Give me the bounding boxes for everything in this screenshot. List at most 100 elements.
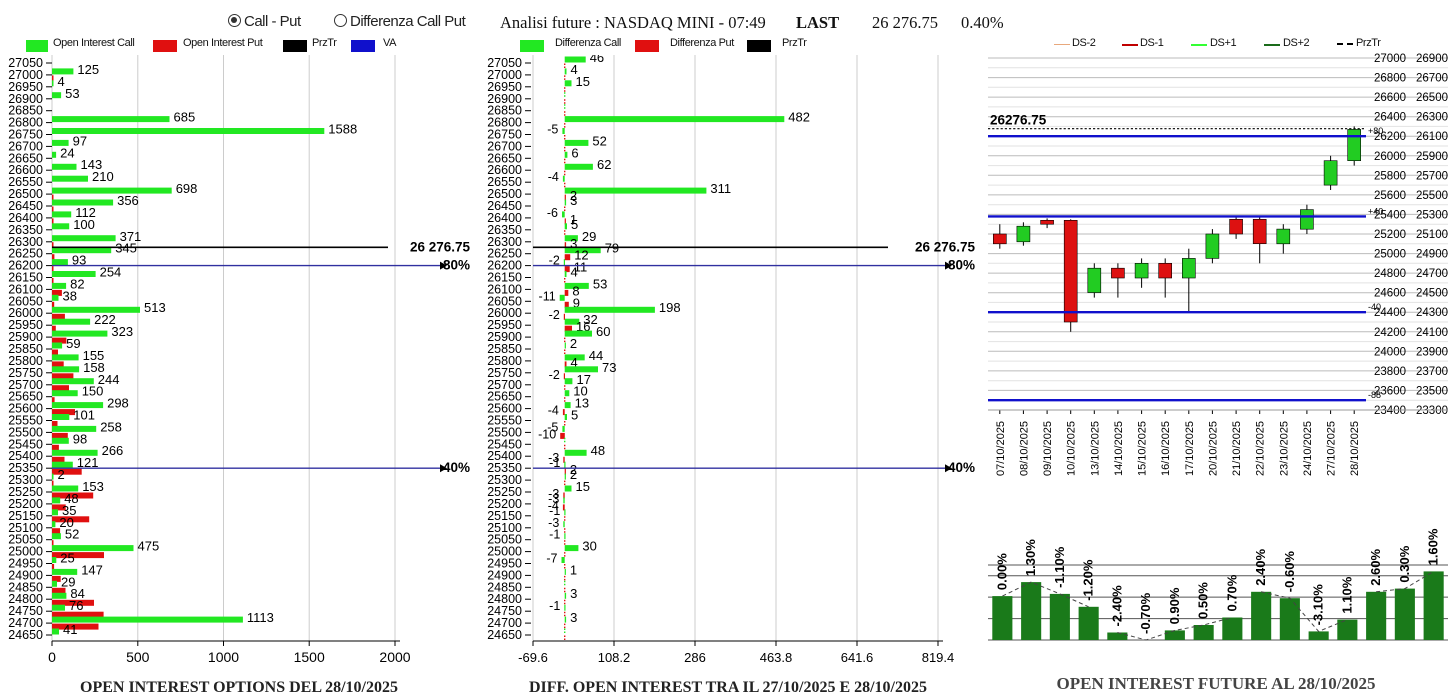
svg-text:1500: 1500 (294, 649, 325, 665)
svg-text:80%: 80% (948, 258, 975, 273)
svg-text:38: 38 (63, 288, 77, 303)
svg-text:40%: 40% (948, 460, 975, 475)
svg-text:258: 258 (100, 419, 122, 434)
svg-text:98: 98 (73, 431, 87, 446)
svg-text:80%: 80% (443, 258, 470, 273)
svg-text:345: 345 (115, 241, 137, 256)
svg-text:23400: 23400 (1374, 405, 1406, 417)
svg-text:26 276.75: 26 276.75 (410, 239, 471, 254)
svg-text:26600: 26600 (1374, 92, 1406, 104)
svg-text:79: 79 (605, 241, 619, 256)
svg-text:356: 356 (117, 193, 139, 208)
svg-text:46: 46 (590, 55, 604, 65)
svg-text:10/10/2025: 10/10/2025 (1066, 421, 1078, 476)
svg-text:52: 52 (65, 527, 79, 542)
svg-text:25500: 25500 (1416, 190, 1448, 202)
svg-text:-0.60%: -0.60% (1282, 551, 1297, 593)
svg-text:25900: 25900 (1416, 151, 1448, 163)
svg-text:286: 286 (684, 650, 706, 665)
svg-text:25000: 25000 (1374, 249, 1406, 261)
svg-text:0.50%: 0.50% (1196, 582, 1211, 619)
svg-text:25: 25 (60, 551, 74, 566)
svg-text:97: 97 (73, 133, 87, 148)
svg-text:198: 198 (659, 300, 681, 315)
svg-text:5: 5 (571, 408, 578, 423)
svg-text:-0.70%: -0.70% (1138, 592, 1153, 634)
svg-text:25700: 25700 (1416, 170, 1448, 182)
svg-text:150: 150 (82, 384, 104, 399)
svg-text:500: 500 (126, 649, 150, 665)
svg-text:6: 6 (571, 145, 578, 160)
svg-text:-11: -11 (539, 289, 556, 303)
svg-text:-3.10%: -3.10% (1311, 584, 1326, 626)
svg-text:15: 15 (576, 479, 590, 494)
svg-text:26300: 26300 (1416, 112, 1448, 124)
svg-text:0.70%: 0.70% (1224, 574, 1239, 611)
svg-text:-7: -7 (546, 552, 557, 566)
svg-text:26100: 26100 (1416, 131, 1448, 143)
svg-text:1.30%: 1.30% (1023, 539, 1038, 576)
svg-text:09/10/2025: 09/10/2025 (1042, 421, 1054, 476)
svg-text:15: 15 (576, 74, 590, 89)
svg-text:24300: 24300 (1416, 307, 1448, 319)
svg-text:475: 475 (138, 539, 160, 554)
svg-text:-10: -10 (538, 427, 556, 441)
svg-text:254: 254 (100, 265, 122, 280)
svg-text:210: 210 (92, 169, 114, 184)
svg-text:1000: 1000 (208, 649, 239, 665)
svg-text:298: 298 (107, 396, 129, 411)
svg-text:2.40%: 2.40% (1253, 548, 1268, 585)
svg-text:513: 513 (144, 300, 166, 315)
svg-text:24500: 24500 (1416, 288, 1448, 300)
svg-text:23700: 23700 (1416, 366, 1448, 378)
svg-text:16/10/2025: 16/10/2025 (1160, 421, 1172, 476)
svg-text:08/10/2025: 08/10/2025 (1018, 421, 1030, 476)
svg-text:24000: 24000 (1374, 346, 1406, 358)
svg-text:4: 4 (571, 265, 578, 280)
svg-text:-4: -4 (548, 404, 559, 418)
svg-text:0.90%: 0.90% (1167, 587, 1182, 624)
svg-text:23900: 23900 (1416, 346, 1448, 358)
svg-text:62: 62 (597, 157, 611, 172)
svg-text:59: 59 (66, 336, 80, 351)
svg-text:24650: 24650 (8, 628, 43, 642)
svg-text:3: 3 (570, 586, 577, 601)
svg-text:22/10/2025: 22/10/2025 (1255, 421, 1267, 476)
svg-text:5: 5 (571, 217, 578, 232)
svg-text:100: 100 (73, 217, 95, 232)
svg-text:482: 482 (788, 110, 810, 125)
svg-text:27000: 27000 (1374, 53, 1406, 65)
svg-text:25200: 25200 (1374, 229, 1406, 241)
svg-text:26500: 26500 (1416, 92, 1448, 104)
svg-text:2.60%: 2.60% (1368, 548, 1383, 585)
svg-text:-1.20%: -1.20% (1081, 559, 1096, 601)
svg-text:24: 24 (60, 145, 74, 160)
svg-text:24900: 24900 (1416, 249, 1448, 261)
svg-text:685: 685 (174, 110, 196, 125)
svg-text:24650: 24650 (487, 628, 522, 642)
svg-text:25800: 25800 (1374, 170, 1406, 182)
svg-text:52: 52 (592, 133, 606, 148)
svg-text:26 276.75: 26 276.75 (915, 239, 976, 254)
svg-text:26800: 26800 (1374, 73, 1406, 85)
svg-text:311: 311 (710, 181, 731, 196)
svg-text:24100: 24100 (1416, 327, 1448, 339)
svg-text:3: 3 (570, 610, 577, 625)
svg-text:+40: +40 (1368, 206, 1383, 216)
svg-text:0.00%: 0.00% (994, 553, 1009, 590)
svg-text:-88: -88 (1368, 390, 1381, 400)
svg-text:-6: -6 (547, 206, 558, 220)
svg-text:24/10/2025: 24/10/2025 (1302, 421, 1314, 476)
svg-text:0: 0 (48, 649, 56, 665)
svg-text:2000: 2000 (379, 649, 410, 665)
svg-text:1.10%: 1.10% (1339, 576, 1354, 613)
svg-text:-1: -1 (549, 599, 560, 613)
svg-text:125: 125 (77, 62, 99, 77)
svg-text:641.6: 641.6 (841, 650, 874, 665)
svg-text:30: 30 (582, 539, 596, 554)
svg-text:-69.6: -69.6 (518, 650, 548, 665)
svg-text:153: 153 (82, 479, 104, 494)
svg-text:25100: 25100 (1416, 229, 1448, 241)
svg-text:27/10/2025: 27/10/2025 (1326, 421, 1338, 476)
svg-text:1: 1 (570, 562, 577, 577)
